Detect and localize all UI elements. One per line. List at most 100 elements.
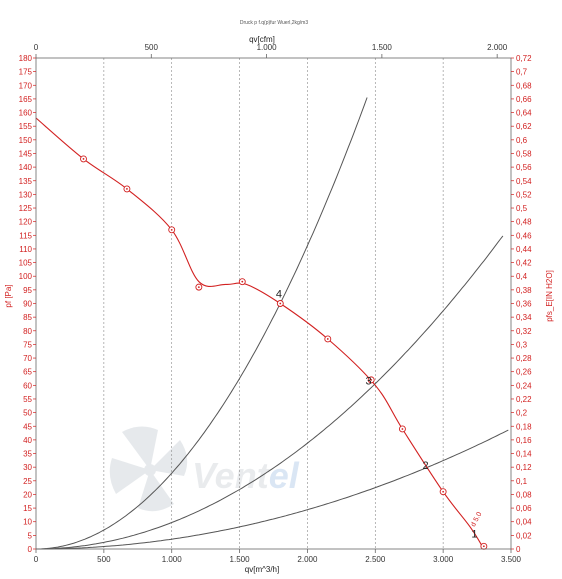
x2-tick-label: 1.000: [257, 43, 278, 52]
y-tick-label: 95: [23, 286, 32, 295]
x-tick-label: 0: [34, 555, 39, 564]
y-tick-label: 120: [19, 218, 33, 227]
grid: [103, 58, 444, 549]
marker-dot: [82, 158, 85, 160]
y-tick-label: 60: [23, 381, 32, 390]
y2-tick-label: 0,58: [516, 149, 532, 158]
curves: d 5.0 4 3 2 1: [35, 97, 509, 550]
y2-tick-label: 0,08: [516, 490, 532, 499]
fan-curve-label: d 5.0: [470, 511, 484, 528]
y2-tick-label: 0,6: [516, 136, 528, 145]
y-tick-label: 25: [23, 477, 32, 486]
marker-dot: [370, 378, 373, 381]
x2-tick-label: 500: [145, 43, 159, 52]
y2-tick-label: 0,68: [516, 81, 532, 90]
marker-dot: [442, 490, 445, 493]
system-curve-2: [36, 429, 509, 550]
fan-curve-marker: [80, 155, 87, 163]
y-tick-label: 55: [23, 395, 32, 404]
y2-tick-label: 0,18: [516, 422, 532, 431]
y2-tick-label: 0,1: [516, 477, 528, 486]
fan-curve-marker: [367, 376, 375, 384]
y2-tick-label: 0,48: [516, 218, 532, 227]
y2-tick-label: 0,26: [516, 368, 532, 377]
y-tick-label: 90: [23, 300, 32, 309]
y-tick-label: 160: [19, 109, 33, 118]
y2-tick-label: 0,3: [516, 340, 528, 349]
y-tick-label: 5: [28, 531, 33, 540]
y2-tick-label: 0,46: [516, 231, 532, 240]
watermark-text-accent: el: [269, 455, 300, 496]
operating-point-label-4: 4: [276, 288, 282, 300]
y-tick-label: 15: [23, 504, 32, 513]
y2-tick-label: 0,38: [516, 286, 532, 295]
y-tick-label: 50: [23, 409, 32, 418]
x-tick-label: 500: [97, 555, 111, 564]
fan-curve-marker: [276, 300, 284, 307]
y-tick-label: 85: [23, 313, 32, 322]
y2-tick-label: 0,04: [516, 518, 532, 527]
fan-curve-marker: [439, 488, 447, 496]
y2-tick-label: 0,52: [516, 190, 532, 199]
y-tick-label: 140: [19, 163, 33, 172]
x-axis-label: qv[m^3/h]: [245, 565, 279, 574]
y2-tick-label: 0,62: [516, 122, 532, 131]
y-tick-label: 45: [23, 422, 32, 431]
x-tick-label: 1.000: [162, 555, 183, 564]
y2-axis-label: pfs_E[IN H2O]: [545, 270, 554, 322]
fan-curve-marker: [324, 335, 332, 343]
y2-tick-label: 0,14: [516, 450, 532, 459]
axes: [33, 54, 514, 553]
x-tick-label: 3.000: [433, 555, 454, 564]
x-tick-label: 1.500: [230, 555, 251, 564]
fan-logo-icon: [109, 426, 188, 512]
y-tick-label: 75: [23, 340, 32, 349]
y2-tick-label: 0,44: [516, 245, 532, 254]
y-tick-label: 115: [19, 231, 32, 240]
y-tick-label: 175: [19, 68, 33, 77]
y2-tick-label: 0,34: [516, 313, 532, 322]
y-tick-label: 110: [19, 245, 32, 254]
y-tick-label: 70: [23, 354, 32, 363]
y2-tick-label: 0,4: [516, 272, 528, 281]
y2-tick-label: 0,36: [516, 300, 532, 309]
marker-dot: [482, 545, 485, 548]
marker-dot: [326, 338, 329, 340]
y2-tick-label: 0,56: [516, 163, 532, 172]
y-tick-label: 165: [19, 95, 33, 104]
y2-tick-label: 0,72: [516, 54, 532, 63]
marker-dot: [197, 286, 200, 289]
y-tick-label: 35: [23, 450, 32, 459]
y-tick-label: 145: [19, 149, 33, 158]
operating-point-label-2: 2: [423, 460, 429, 472]
x2-axis-label: qv[cfm]: [249, 35, 275, 44]
y-tick-label: 65: [23, 368, 32, 377]
y-tick-label: 100: [19, 272, 33, 281]
marker-dot: [241, 280, 244, 283]
system-curve-3: [36, 235, 504, 550]
y2-tick-label: 0,28: [516, 354, 532, 363]
y-tick-label: 0: [28, 545, 33, 554]
fan-curve-marker: [238, 278, 246, 286]
y2-tick-label: 0,7: [516, 68, 528, 77]
x2-tick-label: 1.500: [372, 43, 393, 52]
y2-tick-label: 0,42: [516, 259, 532, 268]
y2-tick-label: 0,22: [516, 395, 532, 404]
y2-tick-label: 0,24: [516, 381, 532, 390]
y2-tick-label: 0,16: [516, 436, 532, 445]
y2-tick-label: 0,02: [516, 531, 532, 540]
fan-curve: [35, 117, 485, 550]
fan-curve-marker: [480, 542, 488, 550]
y-tick-label: 130: [19, 190, 33, 199]
x-tick-label: 2.000: [297, 555, 318, 564]
chart-title: Druck p f.q(p)fur Wuerl,2kg/m3: [240, 20, 308, 26]
system-curve-4: [36, 97, 368, 550]
y-tick-label: 10: [23, 518, 32, 527]
y-tick-label: 135: [19, 177, 33, 186]
y2-tick-label: 0,54: [516, 177, 532, 186]
y-tick-label: 170: [19, 81, 33, 90]
y-tick-label: 30: [23, 463, 32, 472]
y-tick-label: 80: [23, 327, 32, 336]
